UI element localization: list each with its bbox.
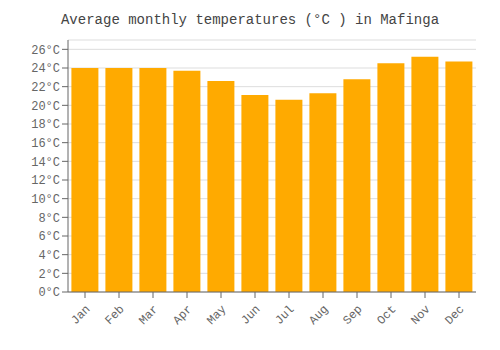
svg-text:6°C: 6°C <box>38 230 60 244</box>
svg-text:14°C: 14°C <box>31 156 60 170</box>
svg-text:10°C: 10°C <box>31 193 60 207</box>
svg-text:4°C: 4°C <box>38 249 60 263</box>
svg-text:8°C: 8°C <box>38 212 60 226</box>
svg-text:0°C: 0°C <box>38 286 60 300</box>
svg-text:Oct: Oct <box>374 303 399 328</box>
svg-text:Apr: Apr <box>170 303 195 328</box>
svg-text:Mar: Mar <box>136 303 161 328</box>
svg-text:Nov: Nov <box>408 303 433 328</box>
html-text:Average monthly temperatures (: Average monthly temperatures (°C ) in Ma… <box>61 12 439 28</box>
svg-text:2°C: 2°C <box>38 268 60 282</box>
svg-text:24°C: 24°C <box>31 62 60 76</box>
svg-text:16°C: 16°C <box>31 137 60 151</box>
svg-text:20°C: 20°C <box>31 100 60 114</box>
svg-text:Jul: Jul <box>272 303 297 328</box>
svg-text:22°C: 22°C <box>31 81 60 95</box>
svg-text:12°C: 12°C <box>31 174 60 188</box>
svg-text:Dec: Dec <box>442 303 467 328</box>
svg-text:18°C: 18°C <box>31 118 60 132</box>
svg-text:Jun: Jun <box>238 303 263 328</box>
svg-text:Sep: Sep <box>340 303 365 328</box>
svg-text:Aug: Aug <box>306 303 331 328</box>
svg-text:Jan: Jan <box>68 303 93 328</box>
svg-text:Feb: Feb <box>102 303 127 328</box>
svg-text:May: May <box>204 303 229 328</box>
svg-text:26°C: 26°C <box>31 44 60 58</box>
